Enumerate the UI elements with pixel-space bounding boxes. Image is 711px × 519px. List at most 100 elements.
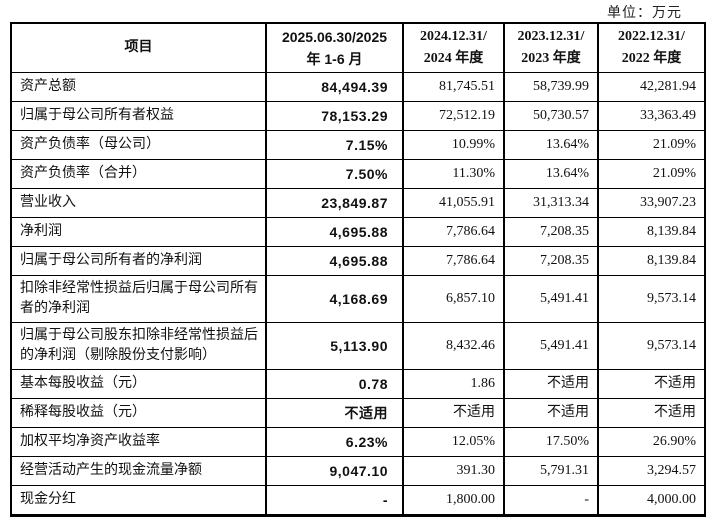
cell-value: 6,857.10	[402, 275, 505, 323]
table-row: 资产总额 84,494.39 81,745.51 58,739.99 42,281.94	[10, 72, 706, 102]
table-row: 净利润 4,695.88 7,786.64 7,208.35 8,139.84	[10, 217, 706, 247]
cell-value: 21.09%	[597, 130, 706, 160]
cell-value: -	[265, 485, 404, 516]
cell-value: 4,000.00	[597, 485, 706, 516]
cell-value: 50,730.57	[503, 101, 599, 131]
table-row: 资产负债率（母公司） 7.15% 10.99% 13.64% 21.09%	[10, 130, 706, 160]
unit-label: 单位：万元	[607, 6, 682, 21]
cell-value: 5,491.41	[503, 322, 599, 370]
cell-value: 5,491.41	[503, 275, 599, 323]
cell-value: 1.86	[402, 369, 505, 399]
cell-value: 41,055.91	[402, 188, 505, 218]
cell-value: 33,907.23	[597, 188, 706, 218]
table-row: 加权平均净资产收益率 6.23% 12.05% 17.50% 26.90%	[10, 427, 706, 457]
table-row: 归属于母公司所有者权益 78,153.29 72,512.19 50,730.57 33…	[10, 101, 706, 131]
cell-value: 不适用	[402, 398, 505, 428]
header-item-column: 项目	[10, 22, 267, 73]
cell-value: 13.64%	[503, 130, 599, 160]
row-label: 净利润	[10, 217, 267, 247]
cell-value: 9,573.14	[597, 275, 706, 323]
header-line: 2023.12.31/	[517, 29, 585, 44]
row-label: 基本每股收益（元）	[10, 369, 267, 399]
row-label: 现金分红	[10, 485, 267, 516]
table-row: 经营活动产生的现金流量净额 9,047.10 391.30 5,791.31 3,294…	[10, 456, 706, 486]
cell-value: 6.23%	[265, 427, 404, 457]
header-row: 项目 2025.06.30/2025 年 1-6 月 2024.12.31/ 2…	[10, 22, 706, 73]
cell-value: -	[503, 485, 599, 516]
cell-value: 17.50%	[503, 427, 599, 457]
cell-value: 8,139.84	[597, 246, 706, 276]
cell-value: 7,786.64	[402, 246, 505, 276]
cell-value: 不适用	[503, 398, 599, 428]
header-line: 2022.12.31/	[618, 29, 685, 44]
cell-value: 0.78	[265, 369, 404, 399]
cell-value: 10.99%	[402, 130, 505, 160]
cell-value: 7,208.35	[503, 246, 599, 276]
header-period-2023: 2023.12.31/ 2023 年度	[503, 22, 599, 73]
cell-value: 26.90%	[597, 427, 706, 457]
header-period-2024: 2024.12.31/ 2024 年度	[402, 22, 505, 73]
table-row: 扣除非经常性损益后归属于母公司所有者的净利润 4,168.69 6,857.10 5,…	[10, 275, 706, 323]
row-label: 归属于母公司所有者的净利润	[10, 246, 267, 276]
cell-value: 42,281.94	[597, 72, 706, 102]
cell-value: 5,113.90	[265, 322, 404, 370]
header-line: 2024.12.31/	[420, 29, 487, 44]
row-label: 加权平均净资产收益率	[10, 427, 267, 457]
header-line: 2022 年度	[621, 51, 682, 66]
header-line: 项目	[124, 40, 153, 55]
row-label: 资产总额	[10, 72, 267, 102]
header-line: 2024 年度	[423, 51, 484, 66]
row-label: 资产负债率（母公司）	[10, 130, 267, 160]
cell-value: 23,849.87	[265, 188, 404, 218]
row-label: 资产负债率（合并）	[10, 159, 267, 189]
cell-value: 7.15%	[265, 130, 404, 160]
table-row: 归属于母公司所有者的净利润 4,695.88 7,786.64 7,208.35 8,1…	[10, 246, 706, 276]
table-header: 项目 2025.06.30/2025 年 1-6 月 2024.12.31/ 2…	[10, 22, 706, 73]
cell-value: 不适用	[597, 398, 706, 428]
cell-value: 9,047.10	[265, 456, 404, 486]
table-row: 资产负债率（合并） 7.50% 11.30% 13.64% 21.09%	[10, 159, 706, 189]
header-period-2025: 2025.06.30/2025 年 1-6 月	[265, 22, 404, 73]
cell-value: 8,432.46	[402, 322, 505, 370]
header-line: 2023 年度	[521, 51, 581, 66]
row-label: 归属于母公司所有者权益	[10, 101, 267, 131]
table-row: 归属于母公司股东扣除非经常性损益后的净利润（剔除股份支付影响） 5,113.90 8…	[10, 322, 706, 370]
row-label: 稀释每股收益（元）	[10, 398, 267, 428]
cell-value: 7,208.35	[503, 217, 599, 247]
cell-value: 31,313.34	[503, 188, 599, 218]
cell-value: 1,800.00	[402, 485, 505, 516]
table-body: 资产总额 84,494.39 81,745.51 58,739.99 42,281.94…	[10, 72, 706, 516]
row-label: 经营活动产生的现金流量净额	[10, 456, 267, 486]
cell-value: 11.30%	[402, 159, 505, 189]
row-label: 归属于母公司股东扣除非经常性损益后的净利润（剔除股份支付影响）	[10, 322, 267, 370]
cell-value: 81,745.51	[402, 72, 505, 102]
row-label: 营业收入	[10, 188, 267, 218]
cell-value: 4,695.88	[265, 246, 404, 276]
cell-value: 12.05%	[402, 427, 505, 457]
cell-value: 84,494.39	[265, 72, 404, 102]
header-line: 2025.06.30/2025	[281, 29, 388, 45]
financial-summary-table: 项目 2025.06.30/2025 年 1-6 月 2024.12.31/ 2…	[10, 22, 706, 517]
cell-value: 58,739.99	[503, 72, 599, 102]
table-row: 营业收入 23,849.87 41,055.91 31,313.34 33,907.23	[10, 188, 706, 218]
cell-value: 33,363.49	[597, 101, 706, 131]
cell-value: 13.64%	[503, 159, 599, 189]
cell-value: 7,786.64	[402, 217, 505, 247]
row-label: 扣除非经常性损益后归属于母公司所有者的净利润	[10, 275, 267, 323]
cell-value: 3,294.57	[597, 456, 706, 486]
cell-value: 9,573.14	[597, 322, 706, 370]
header-period-2022: 2022.12.31/ 2022 年度	[597, 22, 706, 73]
cell-value: 不适用	[597, 369, 706, 399]
cell-value: 78,153.29	[265, 101, 404, 131]
cell-value: 5,791.31	[503, 456, 599, 486]
table-row: 基本每股收益（元） 0.78 1.86 不适用 不适用	[10, 369, 706, 399]
cell-value: 8,139.84	[597, 217, 706, 247]
cell-value: 不适用	[503, 369, 599, 399]
cell-value: 不适用	[265, 398, 404, 428]
table-row: 稀释每股收益（元） 不适用 不适用 不适用 不适用	[10, 398, 706, 428]
cell-value: 4,168.69	[265, 275, 404, 323]
cell-value: 391.30	[402, 456, 505, 486]
cell-value: 21.09%	[597, 159, 706, 189]
cell-value: 4,695.88	[265, 217, 404, 247]
